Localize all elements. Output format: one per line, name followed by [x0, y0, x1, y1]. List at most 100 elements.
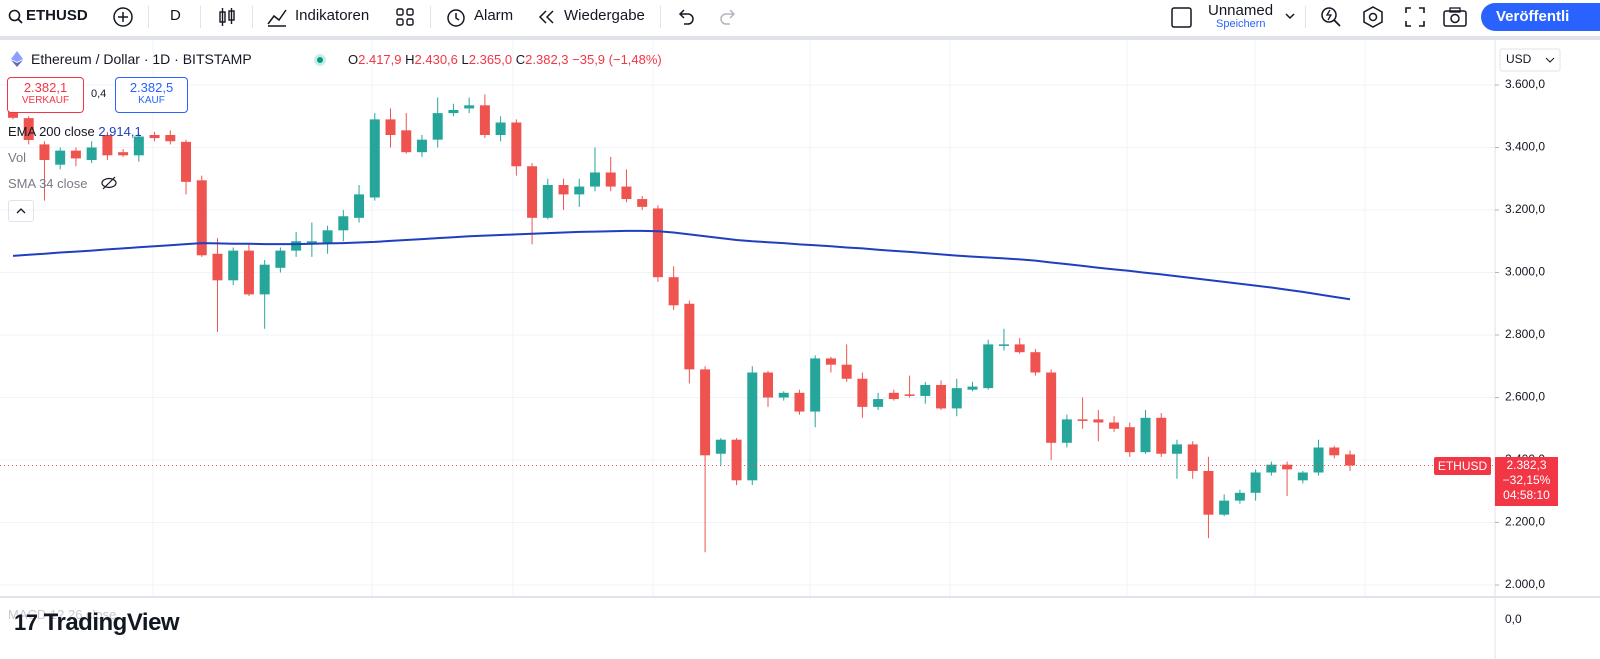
legend-title: Ethereum / Dollar · 1D · BITSTAMP	[31, 51, 252, 67]
candle-body	[338, 216, 349, 231]
sell[interactable]: VERKAUF	[21, 95, 70, 106]
candle-body	[102, 135, 113, 156]
candle-body	[432, 113, 443, 140]
currency-menu[interactable]	[1545, 57, 1555, 63]
candle-body	[23, 118, 34, 140]
candle-body	[1203, 470, 1214, 515]
spread: 0,4	[91, 88, 107, 100]
price-tag-price: 2.382,3	[1506, 457, 1547, 472]
ema-line	[12, 229, 1351, 301]
vol-legend: Vol	[8, 150, 27, 165]
y-tick-label: 2.800,0	[1505, 327, 1545, 341]
ema-legend: EMA 200 close 2.914,1	[8, 124, 142, 139]
replay-icon	[538, 10, 554, 24]
candle-body	[904, 394, 915, 396]
candle-body	[385, 119, 396, 135]
fullscreen[interactable]	[1403, 5, 1427, 29]
low: 2.365,0	[468, 52, 513, 67]
plot: 2.000,02.200,02.400,02.600,02.800,03.000…	[0, 77, 1545, 591]
indicators[interactable]: Indikatoren	[295, 7, 370, 24]
price-tag-countdown: 04:58:10	[1503, 487, 1550, 502]
candle-body	[1014, 344, 1025, 353]
candle-body	[763, 372, 774, 398]
candle-body	[1030, 352, 1041, 373]
candle-body	[70, 150, 81, 159]
candle-body	[652, 208, 663, 278]
price-tag-change: −32,15%	[1502, 472, 1551, 487]
chart-type[interactable]	[216, 6, 238, 28]
candle-body	[951, 388, 962, 409]
candle-body	[574, 186, 585, 195]
candle-body	[857, 378, 868, 407]
candle-body	[747, 372, 758, 481]
candle-body	[369, 119, 380, 198]
y-tick-label: 3.600,0	[1505, 77, 1545, 91]
candle-body	[243, 250, 254, 295]
templates[interactable]	[394, 6, 416, 28]
buy-button[interactable]: 2.382,5 KAUF	[115, 77, 188, 113]
candle-body	[464, 105, 475, 109]
layout-checkbox[interactable]	[1170, 6, 1194, 30]
quick-search[interactable]	[1318, 4, 1344, 30]
snapshot[interactable]	[1442, 5, 1468, 29]
candle-body	[542, 185, 553, 218]
candle-body	[1313, 447, 1324, 473]
candle-body	[196, 180, 207, 256]
ema-value: 2.914,1	[98, 124, 142, 139]
candle-body	[637, 199, 648, 207]
candle-body	[291, 241, 302, 251]
close: 2.382,3	[525, 52, 569, 67]
price-tag: 2.382,3 −32,15% 04:58:10	[1495, 456, 1558, 506]
candle-body	[1250, 472, 1261, 493]
candle-body	[605, 172, 616, 187]
layout-name[interactable]: Unnamed	[1208, 2, 1274, 19]
undo[interactable]	[676, 8, 696, 26]
y-tick-label: 3.200,0	[1505, 202, 1545, 216]
save[interactable]: Speichern	[1216, 18, 1266, 30]
candle-body	[841, 364, 852, 379]
candle-body	[967, 386, 978, 390]
candle-body	[558, 185, 569, 195]
market-status	[314, 54, 326, 66]
macd-legend: MACD 12 26 close	[8, 607, 117, 622]
y-tick-label: 3.400,0	[1505, 140, 1545, 154]
buy[interactable]: KAUF	[138, 95, 165, 106]
candle-body	[731, 439, 742, 481]
candle-body	[479, 105, 490, 135]
open-label: O	[348, 52, 359, 67]
collapse-legend[interactable]	[8, 200, 34, 222]
y-tick-label: 2.000,0	[1505, 577, 1545, 591]
candle-body	[936, 385, 947, 409]
price-tag-symbol: ETHUSD	[1434, 456, 1491, 475]
candle-body	[448, 110, 459, 114]
redo[interactable]	[718, 8, 738, 26]
hidden-icon[interactable]	[100, 176, 118, 190]
candle-body	[1140, 417, 1151, 453]
add-symbol[interactable]	[112, 6, 134, 28]
candle-body	[1187, 444, 1198, 471]
candle-body	[511, 122, 522, 167]
replay[interactable]: Wiedergabe	[564, 7, 645, 24]
sell-button[interactable]: 2.382,1 VERKAUF	[7, 77, 84, 113]
publish-button[interactable]: Veröffentli	[1481, 3, 1600, 31]
candle-body	[228, 250, 239, 281]
alarm-icon	[447, 9, 465, 27]
layout-menu[interactable]	[1284, 12, 1296, 22]
currency-box[interactable]	[1499, 48, 1561, 72]
symbol[interactable]: ETHUSD	[26, 7, 88, 24]
candle-body	[825, 358, 836, 365]
candle-body	[621, 186, 632, 200]
search-icon	[8, 9, 23, 24]
sell-price[interactable]: 2.382,1	[23, 80, 68, 95]
publish[interactable]: Veröffentli	[1496, 8, 1570, 25]
alarm[interactable]: Alarm	[474, 7, 514, 24]
settings[interactable]	[1361, 5, 1385, 29]
candle-body	[1297, 472, 1308, 481]
buy-price[interactable]: 2.382,5	[129, 80, 174, 95]
interval[interactable]: D	[170, 7, 181, 24]
candle-body	[39, 144, 50, 160]
candle-body	[1077, 419, 1088, 421]
ohlc: O2.417,9 H2.430,6 L2.365,0 C2.382,3 −35,…	[348, 52, 662, 67]
close-label: C	[515, 52, 526, 67]
currency[interactable]: USD	[1506, 52, 1532, 66]
